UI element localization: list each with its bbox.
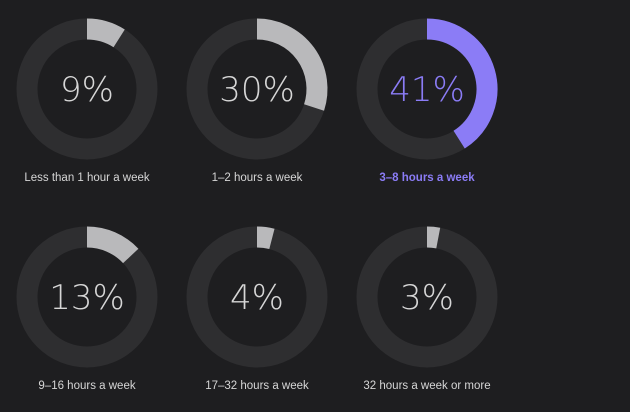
donut-cell: 4% 17–32 hours a week xyxy=(186,226,328,392)
donut-value-arc xyxy=(86,226,139,264)
donut-percentage-label: 3% xyxy=(400,278,454,318)
donut-cell: 13% 9–16 hours a week xyxy=(16,226,158,392)
donut-value-arc xyxy=(426,18,498,149)
donut-value-arc xyxy=(426,226,441,249)
donut-percentage-label: 4% xyxy=(230,278,284,318)
donut-category-label: 17–32 hours a week xyxy=(205,380,309,392)
donut-category-label: Less than 1 hour a week xyxy=(24,172,150,184)
donut-value-arc xyxy=(256,226,275,250)
donut-category-label: 32 hours a week or more xyxy=(363,380,490,392)
donut-percentage-label: 13% xyxy=(49,278,125,318)
donut-value-arc xyxy=(86,18,125,48)
donut-percentage-label: 9% xyxy=(60,70,114,110)
donut-value-arc xyxy=(256,18,328,111)
donut-percentage-label: 30% xyxy=(219,70,295,110)
donut-category-label: 3–8 hours a week xyxy=(379,172,475,184)
donut-cell: 3% 32 hours a week or more xyxy=(356,226,498,392)
donut-cell: 9% Less than 1 hour a week xyxy=(16,18,158,184)
donut-percentage-label: 41% xyxy=(389,70,465,110)
donut-category-label: 1–2 hours a week xyxy=(212,172,303,184)
donut-cell: 41% 3–8 hours a week xyxy=(356,18,498,184)
donut-cell: 30% 1–2 hours a week xyxy=(186,18,328,184)
donut-category-label: 9–16 hours a week xyxy=(38,380,135,392)
